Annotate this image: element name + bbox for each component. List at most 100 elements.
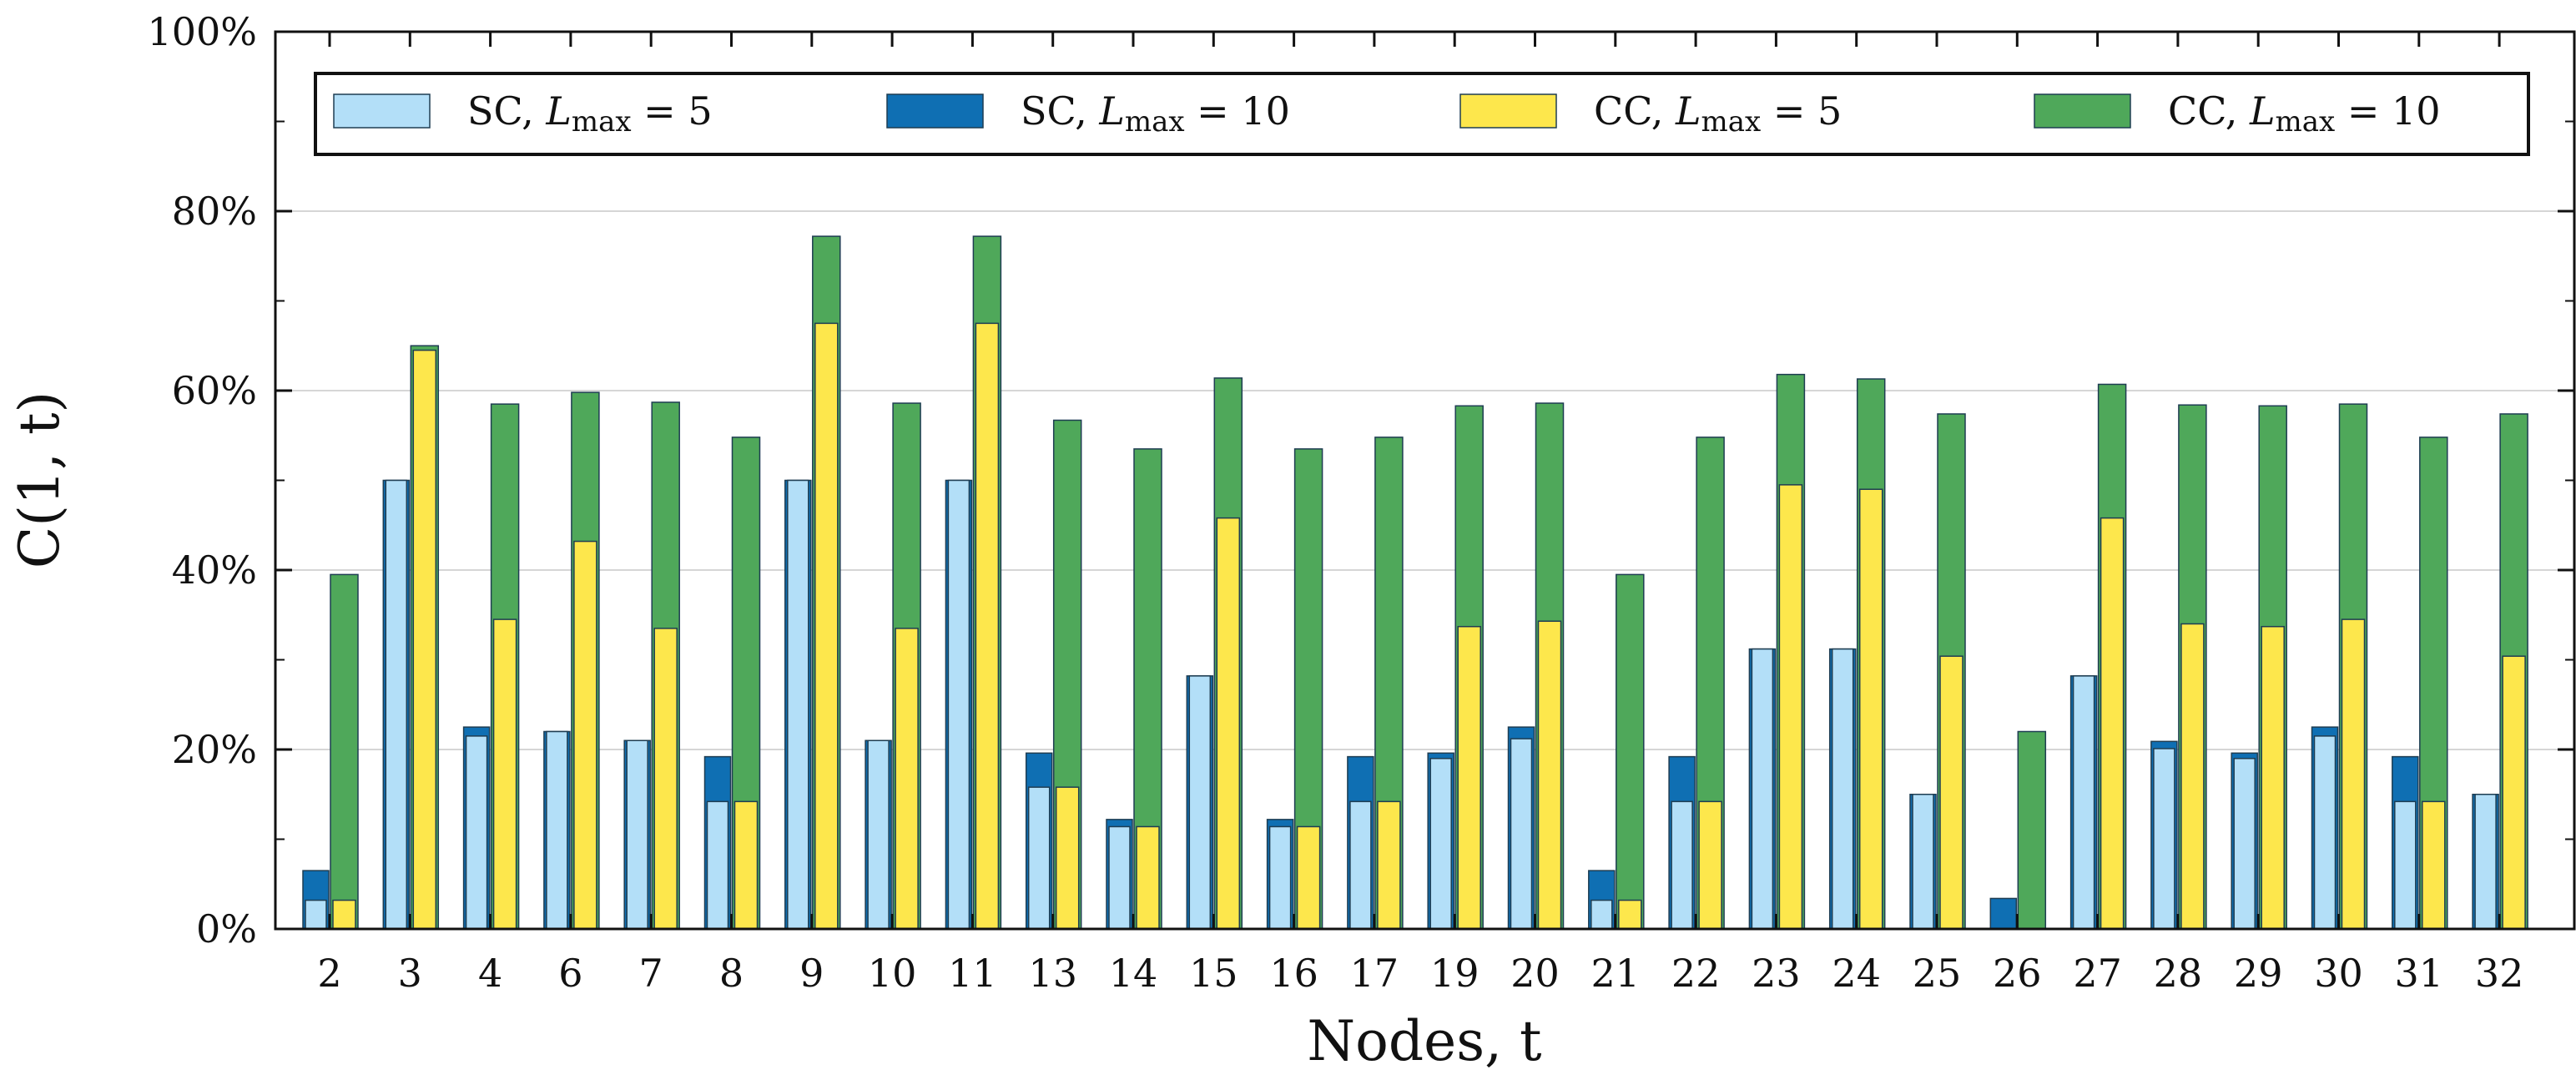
bar-cc-lmax5 — [1939, 655, 1964, 930]
x-tick-label: 30 — [2314, 951, 2363, 996]
x-tick-label: 25 — [1913, 951, 1962, 996]
x-tick-label: 32 — [2475, 951, 2524, 996]
x-tick-label: 13 — [1028, 951, 1077, 996]
y-tick-label: 20% — [172, 727, 257, 772]
y-tick-label: 80% — [172, 189, 257, 234]
x-tick-label: 7 — [639, 951, 663, 996]
x-axis-title: Nodes, t — [1307, 1009, 1541, 1073]
bar-cc-lmax10 — [330, 573, 359, 930]
y-tick-labels: 0% 20% 40% 60% 80% 100% — [147, 9, 257, 951]
legend-swatch — [1459, 93, 1557, 129]
bar-cc-lmax10 — [1616, 573, 1645, 930]
legend-label: SC, Lmax = 5 — [467, 88, 713, 139]
bar-sc-lmax5 — [1349, 800, 1372, 930]
bar-cc-lmax5 — [412, 349, 437, 930]
bar-cc-lmax5 — [573, 540, 597, 930]
bar-cc-lmax5 — [2180, 623, 2205, 930]
y-tick-label: 60% — [172, 368, 257, 413]
bar-sc-lmax5 — [706, 800, 729, 930]
y-tick-label: 0% — [196, 906, 257, 951]
x-tick-label: 17 — [1350, 951, 1399, 996]
x-tick-label: 24 — [1832, 951, 1881, 996]
bar-cc-lmax5 — [2261, 625, 2285, 930]
x-tick-labels: 2 3 4 6 7 8 9 10 11 13 14 15 16 17 19 20 21 22 23 24 25 26 27 2… — [317, 951, 2523, 996]
legend-swatch — [333, 93, 431, 129]
bar-cc-lmax5 — [332, 899, 356, 930]
bar-cc-lmax5 — [733, 800, 759, 930]
bar-sc-lmax5 — [465, 735, 488, 930]
x-tick-label: 15 — [1189, 951, 1238, 996]
bar-cc-lmax5 — [1778, 484, 1803, 930]
x-tick-label: 19 — [1430, 951, 1480, 996]
bar-sc-lmax5 — [2072, 675, 2095, 930]
x-tick-label: 29 — [2234, 951, 2283, 996]
bar-cc-lmax5 — [1537, 620, 1562, 930]
legend-label: CC, Lmax = 10 — [2168, 88, 2441, 139]
legend-label: CC, Lmax = 5 — [1594, 88, 1842, 139]
x-tick-label: 16 — [1269, 951, 1318, 996]
bar-sc-lmax5 — [2153, 748, 2175, 930]
bar-sc-lmax5 — [305, 899, 327, 930]
bars — [302, 235, 2528, 930]
bar-cc-lmax5 — [1457, 625, 1481, 930]
bar-sc-lmax5 — [2394, 800, 2417, 930]
bar-cc-lmax5 — [2502, 655, 2526, 930]
gridlines — [275, 210, 2574, 750]
x-tick-label: 3 — [398, 951, 422, 996]
bar-cc-lmax5 — [1377, 800, 1401, 930]
x-tick-label: 14 — [1109, 951, 1158, 996]
bar-cc-lmax5 — [1296, 825, 1321, 930]
bar-cc-lmax5 — [814, 322, 839, 930]
bar-sc-lmax5 — [1751, 648, 1774, 930]
bar-sc-lmax5 — [1590, 899, 1613, 930]
bar-sc-lmax5 — [1188, 675, 1212, 930]
x-tick-label: 23 — [1752, 951, 1801, 996]
legend: SC, Lmax = 5 SC, Lmax = 10 CC, Lmax = 5 CC,… — [314, 72, 2530, 156]
x-tick-label: 28 — [2154, 951, 2203, 996]
bar-cc-lmax5 — [895, 628, 919, 930]
bar-sc-lmax5 — [1671, 800, 1693, 930]
bar-sc-lmax5 — [1268, 825, 1292, 930]
x-tick-label: 20 — [1510, 951, 1560, 996]
x-tick-label: 11 — [948, 951, 997, 996]
bar-cc-lmax5 — [2422, 800, 2446, 930]
bar-sc-lmax5 — [626, 739, 648, 930]
x-tick-label: 8 — [719, 951, 744, 996]
bar-cc-lmax5 — [975, 322, 1000, 930]
y-tick-label: 100% — [147, 9, 257, 54]
bar-sc-lmax5 — [1831, 648, 1854, 930]
bar-sc-lmax5 — [1912, 794, 1934, 930]
y-axis-title: C(1, t) — [8, 391, 72, 568]
bar-cc-lmax5 — [1055, 786, 1080, 930]
x-tick-label: 2 — [317, 951, 341, 996]
bar-sc-lmax5 — [385, 479, 408, 930]
bar-cc-lmax5 — [1698, 800, 1722, 930]
x-tick-label: 4 — [478, 951, 502, 996]
y-tick-label: 40% — [172, 548, 257, 593]
legend-frame — [314, 72, 2530, 156]
x-tick-label: 31 — [2395, 951, 2444, 996]
bar-cc-lmax5 — [492, 618, 517, 930]
bar-sc-lmax5 — [2313, 735, 2337, 930]
x-tick-label: 9 — [799, 951, 824, 996]
plot-frame — [274, 30, 2576, 931]
x-tick-label: 10 — [868, 951, 917, 996]
axis-ticks — [275, 30, 2574, 931]
bar-cc-lmax5 — [653, 628, 678, 930]
x-tick-label: 21 — [1591, 951, 1641, 996]
bar-cc-lmax5 — [2341, 618, 2366, 930]
bar-cc-lmax5 — [1618, 899, 1642, 930]
bar-sc-lmax5 — [1510, 738, 1533, 930]
bar-cc-lmax5 — [1136, 825, 1160, 930]
bar-sc-lmax5 — [2233, 758, 2256, 930]
bar-cc-lmax10 — [2017, 730, 2047, 930]
bar-cc-lmax5 — [1216, 517, 1241, 930]
bar-cc-lmax5 — [2100, 517, 2125, 930]
x-tick-label: 22 — [1671, 951, 1721, 996]
x-tick-label: 26 — [1993, 951, 2042, 996]
bar-cc-lmax5 — [1858, 488, 1883, 930]
bar-sc-lmax5 — [867, 739, 890, 930]
legend-label: SC, Lmax = 10 — [1021, 88, 1290, 139]
bar-sc-lmax5 — [546, 730, 568, 930]
legend-swatch — [886, 93, 984, 129]
